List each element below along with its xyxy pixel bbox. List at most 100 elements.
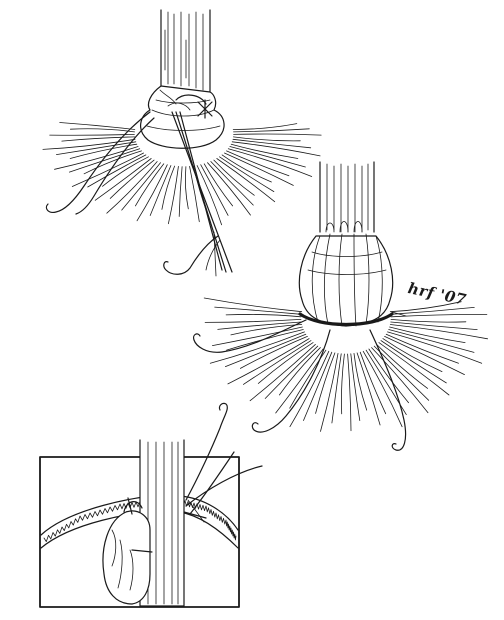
fiber-strand — [275, 348, 324, 414]
inset-figure-cross-section — [39, 402, 263, 608]
top-fan-fibers — [42, 122, 322, 226]
fiber-strand — [56, 141, 137, 155]
fiber-strand — [200, 164, 229, 216]
fiber-strand — [203, 163, 233, 207]
fiber-strand — [390, 321, 478, 330]
fiber-strand — [230, 143, 299, 159]
fiber-strand — [380, 340, 447, 384]
fiber-strand — [320, 353, 339, 432]
fiber-strand — [87, 154, 147, 188]
fiber-strand — [257, 342, 314, 384]
fiber-strand — [149, 165, 172, 216]
fiber-strand — [378, 342, 450, 396]
fiber-strand — [219, 156, 275, 192]
top-sutures — [45, 111, 233, 277]
fiber-strand — [356, 352, 381, 426]
fiber-strand — [178, 166, 183, 217]
fiber-strand — [389, 326, 466, 343]
fiber-strand — [217, 321, 302, 330]
fiber-strand — [368, 348, 409, 404]
fiber-strand — [221, 154, 272, 183]
fiber-strand — [365, 349, 407, 415]
fiber-strand — [207, 162, 251, 216]
fiber-strand — [315, 352, 336, 414]
fiber-strand — [303, 351, 333, 421]
fiber-strand — [264, 345, 319, 399]
fiber-strand — [168, 166, 179, 225]
fiber-strand — [289, 350, 330, 428]
fiber-strand — [382, 338, 443, 372]
top-tube — [160, 9, 211, 93]
fiber-strand — [204, 319, 302, 323]
fiber-strand — [49, 134, 135, 136]
inset-pouch — [102, 510, 151, 605]
fiber-strand — [213, 159, 255, 196]
fiber-strand — [232, 123, 298, 130]
fiber-strand — [210, 161, 254, 206]
fiber-strand — [229, 146, 306, 168]
fiber-strand — [233, 136, 301, 142]
fiber-strand — [359, 351, 387, 415]
fiber-strand — [225, 314, 302, 318]
fiber-strand — [203, 297, 303, 313]
fiber-strand — [102, 156, 149, 187]
fiber-strand — [59, 122, 136, 130]
fiber-strand — [212, 326, 303, 346]
fiber-strand — [189, 166, 200, 223]
middle-fan-fibers — [203, 297, 488, 432]
fiber-strand — [227, 148, 313, 177]
fiber-strand — [240, 336, 308, 369]
fiber-strand — [70, 128, 135, 133]
fiber-strand — [42, 138, 136, 150]
fiber-strand — [231, 141, 321, 157]
fiber-strand — [69, 143, 138, 159]
top-figure-suture-placement — [42, 9, 322, 277]
fiber-strand — [61, 136, 135, 142]
fiber-strand — [225, 333, 307, 367]
fiber-strand — [227, 338, 310, 385]
fiber-strand — [289, 349, 327, 409]
fiber-strand — [196, 165, 222, 226]
fiber-strand — [83, 150, 142, 175]
fiber-strand — [224, 152, 294, 186]
fiber-strand — [371, 347, 429, 414]
middle-tube — [319, 161, 375, 233]
middle-figure-tied-cuff — [193, 161, 488, 451]
fiber-strand — [109, 159, 155, 199]
fiber-strand — [387, 331, 483, 364]
middle-bulb — [298, 221, 394, 327]
fiber-strand — [331, 353, 342, 424]
fiber-strand — [350, 353, 361, 421]
fiber-strand — [353, 353, 368, 411]
inset-sutures — [185, 402, 263, 515]
top-knot — [167, 94, 213, 119]
fiber-strand — [362, 350, 403, 428]
fiber-strand — [347, 353, 352, 432]
fiber-strand — [216, 158, 276, 203]
fiber-strand — [341, 353, 345, 415]
fiber-strand — [214, 306, 302, 315]
fiber-strand — [233, 128, 310, 133]
fiber-strand — [121, 162, 161, 211]
fiber-strand — [161, 165, 175, 210]
middle-sutures — [193, 319, 407, 451]
fiber-strand — [226, 150, 290, 177]
fiber-strand — [184, 166, 189, 210]
inset-stitches — [123, 497, 207, 553]
signature-underline — [391, 311, 407, 317]
fiber-strand — [106, 161, 158, 214]
fiber-strand — [388, 329, 475, 353]
fiber-strand — [71, 152, 144, 187]
fiber-strand — [209, 331, 305, 364]
fiber-strand — [69, 148, 141, 173]
fiber-strand — [384, 336, 465, 375]
fiber-strand — [385, 333, 459, 364]
fiber-strand — [232, 138, 312, 149]
fiber-strand — [135, 163, 165, 207]
fiber-strand — [136, 164, 168, 222]
fiber-strand — [233, 133, 322, 136]
fiber-strand — [243, 340, 312, 385]
fiber-strand — [279, 347, 321, 396]
fiber-strand — [389, 324, 488, 340]
